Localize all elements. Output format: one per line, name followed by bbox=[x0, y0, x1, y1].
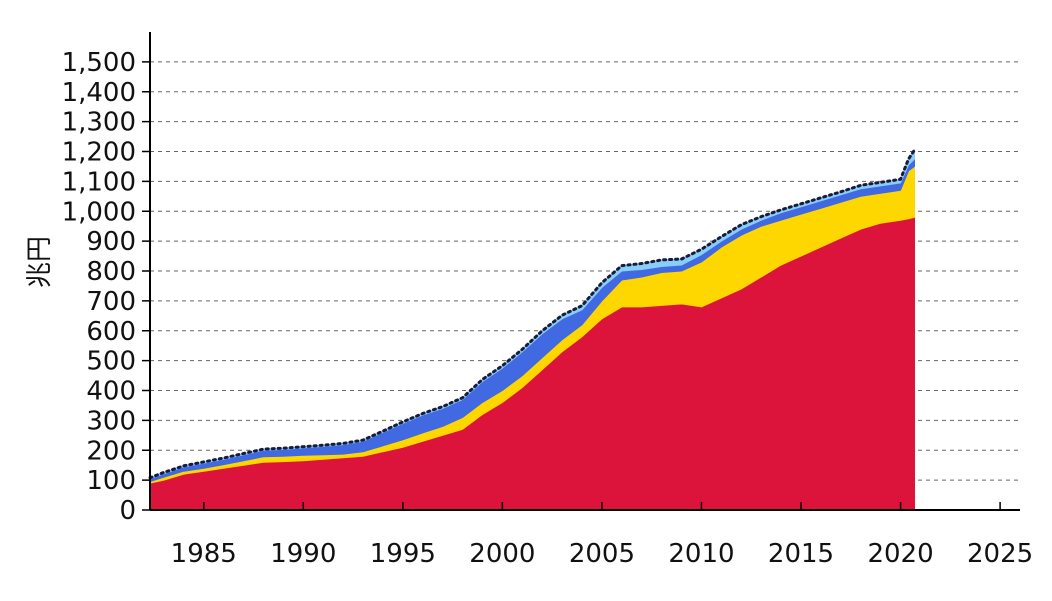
x-tick-label: 2005 bbox=[569, 539, 635, 569]
y-axis-label: 兆円 bbox=[25, 236, 55, 288]
y-tick-label: 300 bbox=[86, 406, 136, 436]
y-tick-label: 800 bbox=[86, 257, 136, 287]
y-tick-label: 1,200 bbox=[62, 138, 136, 168]
x-tick-label: 2015 bbox=[768, 539, 834, 569]
x-tick-labels: 1985 1990 1995 2000 2005 2010 2015 2020 2025 bbox=[171, 539, 1034, 569]
x-tick-label: 2025 bbox=[967, 539, 1033, 569]
y-tick-label: 400 bbox=[86, 377, 136, 407]
total-line bbox=[148, 148, 916, 480]
total-dotted-line bbox=[148, 148, 916, 480]
y-tick-label: 1,500 bbox=[62, 48, 136, 78]
y-tick-label: 100 bbox=[86, 466, 136, 496]
y-tick-label: 1,000 bbox=[62, 197, 136, 227]
y-tick-label: 1,100 bbox=[62, 167, 136, 197]
y-tick-label: 200 bbox=[86, 436, 136, 466]
x-tick-label: 1995 bbox=[370, 539, 436, 569]
axes bbox=[142, 32, 1020, 511]
x-tick-label: 1990 bbox=[270, 539, 336, 569]
x-tick-label: 2010 bbox=[668, 539, 734, 569]
y-tick-label: 600 bbox=[86, 317, 136, 347]
x-tick-label: 2000 bbox=[469, 539, 535, 569]
x-tick-label: 1985 bbox=[171, 539, 237, 569]
y-tick-labels: 01002003004005006007008009001,0001,1001,… bbox=[62, 48, 136, 526]
y-tick-label: 700 bbox=[86, 287, 136, 317]
y-tick-label: 1,300 bbox=[62, 108, 136, 138]
y-tick-label: 0 bbox=[119, 496, 136, 526]
x-tick-label: 2020 bbox=[867, 539, 933, 569]
y-tick-label: 500 bbox=[86, 347, 136, 377]
y-tick-label: 1,400 bbox=[62, 78, 136, 108]
y-tick-label: 900 bbox=[86, 227, 136, 257]
